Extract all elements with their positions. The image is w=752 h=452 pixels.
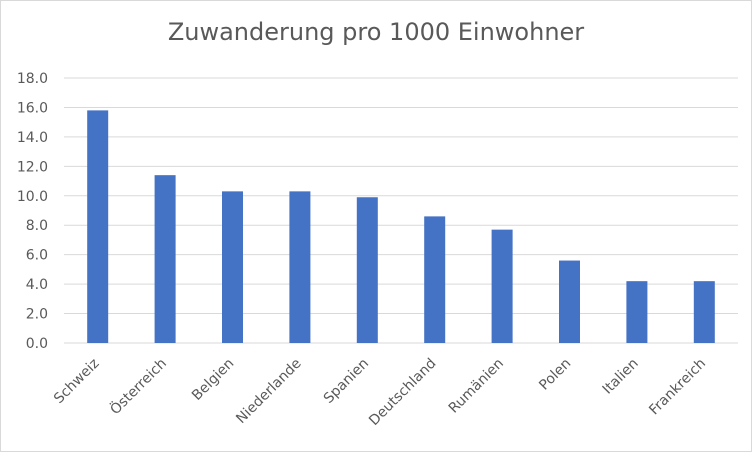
x-category-label: Belgien <box>189 356 237 404</box>
bar <box>626 281 648 343</box>
y-tick-label: 18.0 <box>17 71 48 87</box>
y-tick-label: 6.0 <box>26 248 48 264</box>
x-category-label: Spanien <box>321 356 372 407</box>
bar <box>289 191 311 343</box>
bar <box>424 216 446 343</box>
bar <box>491 229 513 343</box>
bar <box>356 197 378 343</box>
bar <box>693 281 715 343</box>
bar <box>559 260 580 343</box>
y-tick-label: 2.0 <box>26 307 48 323</box>
bars <box>87 110 715 343</box>
chart-title: Zuwanderung pro 1000 Einwohner <box>167 18 585 46</box>
x-category-label: Schweiz <box>51 356 102 407</box>
x-category-label: Rumänien <box>446 356 507 417</box>
gridlines <box>64 77 738 344</box>
x-category-label: Italien <box>600 356 642 398</box>
y-tick-label: 4.0 <box>26 277 48 293</box>
x-category-label: Niederlande <box>233 356 304 427</box>
x-category-label: Österreich <box>106 354 170 418</box>
bar <box>154 175 176 343</box>
y-tick-label: 10.0 <box>17 189 48 205</box>
bar <box>87 110 109 343</box>
bar <box>222 191 243 343</box>
y-tick-label: 14.0 <box>17 130 48 146</box>
y-tick-label: 0.0 <box>26 336 48 352</box>
y-tick-label: 12.0 <box>17 159 48 175</box>
y-tick-label: 8.0 <box>26 218 48 234</box>
y-tick-label: 16.0 <box>17 100 48 116</box>
x-category-label: Frankreich <box>646 356 709 419</box>
x-category-label: Polen <box>536 356 574 394</box>
x-category-label: Deutschland <box>366 356 439 429</box>
y-axis-tick-labels: 0.0 2.0 4.0 6.0 8.0 10.0 12.0 14.0 16.0 18.0 <box>17 71 48 352</box>
